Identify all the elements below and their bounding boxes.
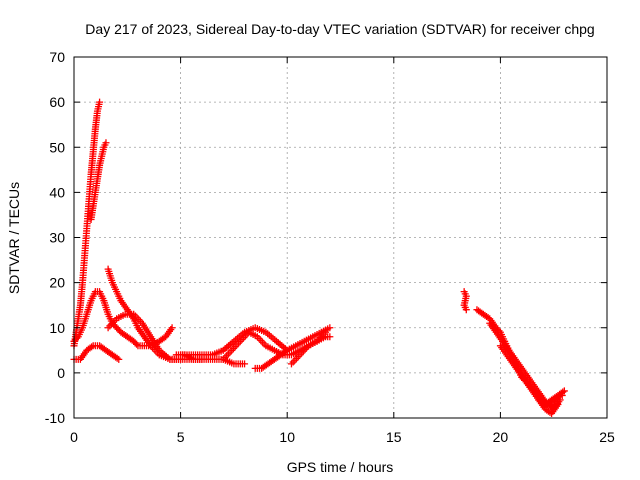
- y-tick-label: 40: [49, 184, 65, 200]
- y-tick-label: 0: [57, 365, 65, 381]
- interpolated-point: [282, 347, 290, 355]
- series-arc-13: [473, 306, 566, 408]
- interpolated-point: [133, 340, 141, 348]
- x-tick-label: 0: [70, 429, 78, 445]
- series-arc-8: [177, 324, 291, 359]
- tick-layer: [73, 56, 608, 419]
- y-tick-label: -10: [45, 410, 65, 426]
- x-tick-label: 5: [177, 429, 185, 445]
- label-layer: 0 5 10 15 20 25 -10 0 10 20 30 40 50 60 70: [45, 49, 615, 445]
- series-arc-11: [287, 333, 334, 368]
- interpolated-point: [88, 343, 96, 351]
- y-tick-label: 70: [49, 49, 65, 65]
- data-point: [102, 139, 110, 147]
- data-point: [96, 98, 104, 106]
- interpolated-point: [113, 354, 121, 362]
- data-point: [326, 333, 334, 341]
- y-tick-label: 60: [49, 94, 65, 110]
- data-point: [241, 360, 249, 368]
- x-tick-label: 25: [599, 429, 615, 445]
- y-axis-label: SDTVAR / TECUs: [6, 182, 22, 294]
- x-tick-label: 15: [386, 429, 402, 445]
- y-tick-label: 10: [49, 320, 65, 336]
- data-points-layer: [70, 98, 568, 417]
- series-arc-2: [87, 139, 110, 223]
- x-axis-label: GPS time / hours: [287, 459, 394, 475]
- y-tick-label: 50: [49, 139, 65, 155]
- x-tick-label: 20: [493, 429, 509, 445]
- y-tick-label: 30: [49, 230, 65, 246]
- y-tick-label: 20: [49, 275, 65, 291]
- series-arc-12: [460, 288, 470, 314]
- interpolated-point: [73, 334, 81, 342]
- data-point: [554, 400, 562, 408]
- series-arc-16: [535, 387, 568, 408]
- interpolated-point: [559, 388, 567, 396]
- data-point: [115, 355, 123, 363]
- series-arc-6: [70, 342, 123, 363]
- data-point: [462, 306, 470, 314]
- data-point: [326, 324, 334, 332]
- grid-layer: [74, 57, 607, 418]
- series-arc-10: [251, 324, 334, 372]
- data-point: [560, 387, 568, 395]
- chart-title: Day 217 of 2023, Sidereal Day-to-day VTE…: [85, 21, 594, 37]
- x-tick-label: 10: [279, 429, 295, 445]
- data-point: [168, 324, 176, 332]
